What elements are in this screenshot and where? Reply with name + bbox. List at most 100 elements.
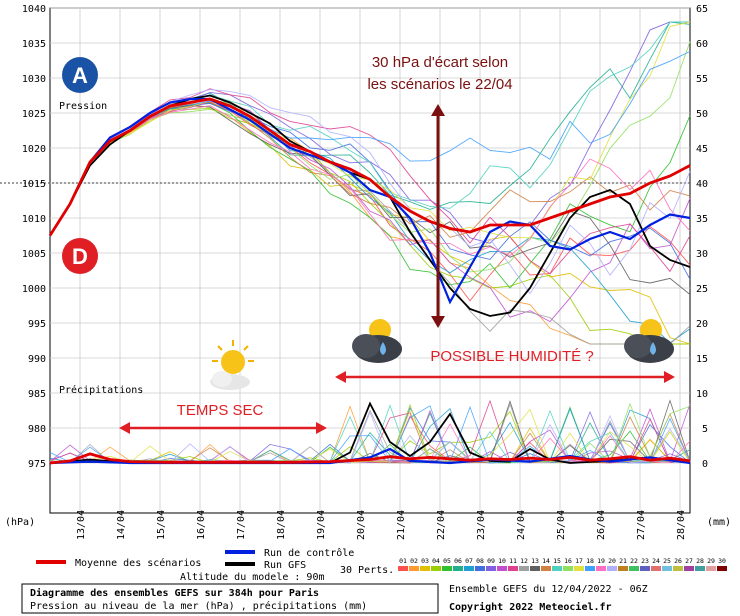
pert-legend-swatch — [640, 566, 650, 571]
humid-label: POSSIBLE HUMIDITÉ ? — [430, 348, 593, 365]
pert-legend-swatch — [717, 566, 727, 571]
pert-legend-number: 10 — [498, 557, 506, 565]
svg-text:D: D — [72, 244, 88, 269]
control-pressure-line — [49, 97, 691, 305]
perturbation-line — [49, 41, 691, 273]
pression-label: Pression — [59, 101, 107, 112]
right-tick-label: 15 — [696, 354, 708, 365]
x-tick-label: 13/04 — [76, 510, 87, 540]
main-lines — [48, 94, 691, 465]
right-tick-label: 65 — [696, 4, 708, 15]
left-tick-label: 990 — [28, 354, 46, 365]
left-tick-label: 1015 — [22, 179, 46, 190]
right-tick-label: 60 — [696, 39, 708, 50]
footer-run: Ensemble GEFS du 12/04/2022 - 06Z — [449, 584, 648, 595]
right-tick-label: 10 — [696, 389, 708, 400]
pert-legend-number: 09 — [487, 557, 495, 565]
svg-text:A: A — [72, 63, 88, 88]
pert-legend-swatch — [464, 566, 474, 571]
right-tick-label: 55 — [696, 74, 708, 85]
x-tick-label: 22/04 — [436, 510, 447, 540]
left-tick-label: 1020 — [22, 144, 46, 155]
pert-legend-number: 01 — [399, 557, 407, 565]
left-tick-label: 1035 — [22, 39, 46, 50]
pert-legend-number: 13 — [531, 557, 539, 565]
x-tick-label: 20/04 — [356, 510, 367, 540]
perturbation-line — [49, 101, 691, 323]
pert-legend-swatch — [596, 566, 606, 571]
footer-copyright: Copyright 2022 Meteociel.fr — [449, 601, 612, 613]
pert-legend-number: 08 — [476, 557, 484, 565]
pert-legend-number: 05 — [443, 557, 451, 565]
dry-label: TEMPS SEC — [177, 402, 264, 419]
pert-legend-swatch — [475, 566, 485, 571]
left-tick-label: 1010 — [22, 214, 46, 225]
sun-cloud-icon — [210, 340, 254, 390]
pert-legend-swatch — [552, 566, 562, 571]
pert-legend-number: 06 — [454, 557, 462, 565]
x-tick-label: 23/04 — [476, 510, 487, 540]
right-tick-label: 45 — [696, 144, 708, 155]
mean-pressure-line — [48, 97, 691, 237]
x-tick-label: 16/04 — [196, 510, 207, 540]
pert-legend-swatch — [706, 566, 716, 571]
x-tick-label: 25/04 — [556, 510, 567, 540]
footer-title: Diagramme des ensembles GEFS sur 384h po… — [30, 587, 319, 599]
pert-legend-swatch — [519, 566, 529, 571]
left-tick-label: 1040 — [22, 4, 46, 15]
pert-legend-swatch — [684, 566, 694, 571]
x-tick-label: 17/04 — [236, 510, 247, 540]
pert-legend-swatch — [585, 566, 595, 571]
pert-legend-swatch — [453, 566, 463, 571]
left-axis: 975 980 985 990 995 1000 1005 1010 1015 1020 1025 1… — [22, 4, 46, 470]
high-pressure-marker: A — [62, 57, 98, 93]
pert-legend-number: 23 — [641, 557, 649, 565]
x-tick-label: 28/04 — [676, 510, 687, 540]
rain-cloud-icon-left — [352, 319, 402, 363]
spread-line-2: les scénarios le 22/04 — [367, 76, 512, 93]
pert-legend-swatch — [442, 566, 452, 571]
left-tick-label: 1005 — [22, 249, 46, 260]
rain-cloud-icon-right — [624, 319, 674, 363]
x-axis: 13/04 14/04 15/04 16/04 17/04 18/04 19/04 20/04… — [76, 510, 687, 540]
pert-legend-number: 07 — [465, 557, 473, 565]
spread-annotation: 30 hPa d'écart selon les scénarios le 22… — [367, 54, 513, 328]
pert-legend-number: 15 — [553, 557, 561, 565]
right-unit: (mm) — [707, 517, 731, 528]
right-tick-label: 20 — [696, 319, 708, 330]
pert-legend-number: 28 — [696, 557, 704, 565]
right-tick-label: 35 — [696, 214, 708, 225]
x-tick-label: 27/04 — [636, 510, 647, 540]
right-tick-label: 30 — [696, 249, 708, 260]
perturbation-line — [49, 21, 691, 236]
pert-legend-number: 22 — [630, 557, 638, 565]
left-tick-label: 980 — [28, 424, 46, 435]
x-tick-label: 15/04 — [156, 510, 167, 540]
pert-legend-swatch — [695, 566, 705, 571]
humid-annotation: POSSIBLE HUMIDITÉ ? — [335, 319, 675, 383]
x-tick-label: 26/04 — [596, 510, 607, 540]
pert-legend-swatch — [409, 566, 419, 571]
pert-legend-swatch — [420, 566, 430, 571]
low-pressure-marker: D — [62, 238, 98, 274]
pert-legend-number: 02 — [410, 557, 418, 565]
pert-legend-swatch — [541, 566, 551, 571]
x-tick-label: 18/04 — [276, 510, 287, 540]
pert-legend-swatch — [574, 566, 584, 571]
pert-legend-number: 26 — [674, 557, 682, 565]
pert-legend-number: 25 — [663, 557, 671, 565]
pert-legend-swatch — [497, 566, 507, 571]
left-tick-label: 995 — [28, 319, 46, 330]
right-tick-label: 40 — [696, 179, 708, 190]
right-tick-label: 0 — [702, 459, 708, 470]
left-unit: (hPa) — [5, 517, 35, 528]
left-tick-label: 1025 — [22, 109, 46, 120]
spread-line-1: 30 hPa d'écart selon — [372, 54, 508, 71]
left-tick-label: 985 — [28, 389, 46, 400]
pert-legend-swatch — [563, 566, 573, 571]
perturbation-line — [49, 88, 691, 275]
pert-legend-number: 30 — [718, 557, 726, 565]
pert-legend-number: 17 — [575, 557, 583, 565]
pert-legend-number: 03 — [421, 557, 429, 565]
